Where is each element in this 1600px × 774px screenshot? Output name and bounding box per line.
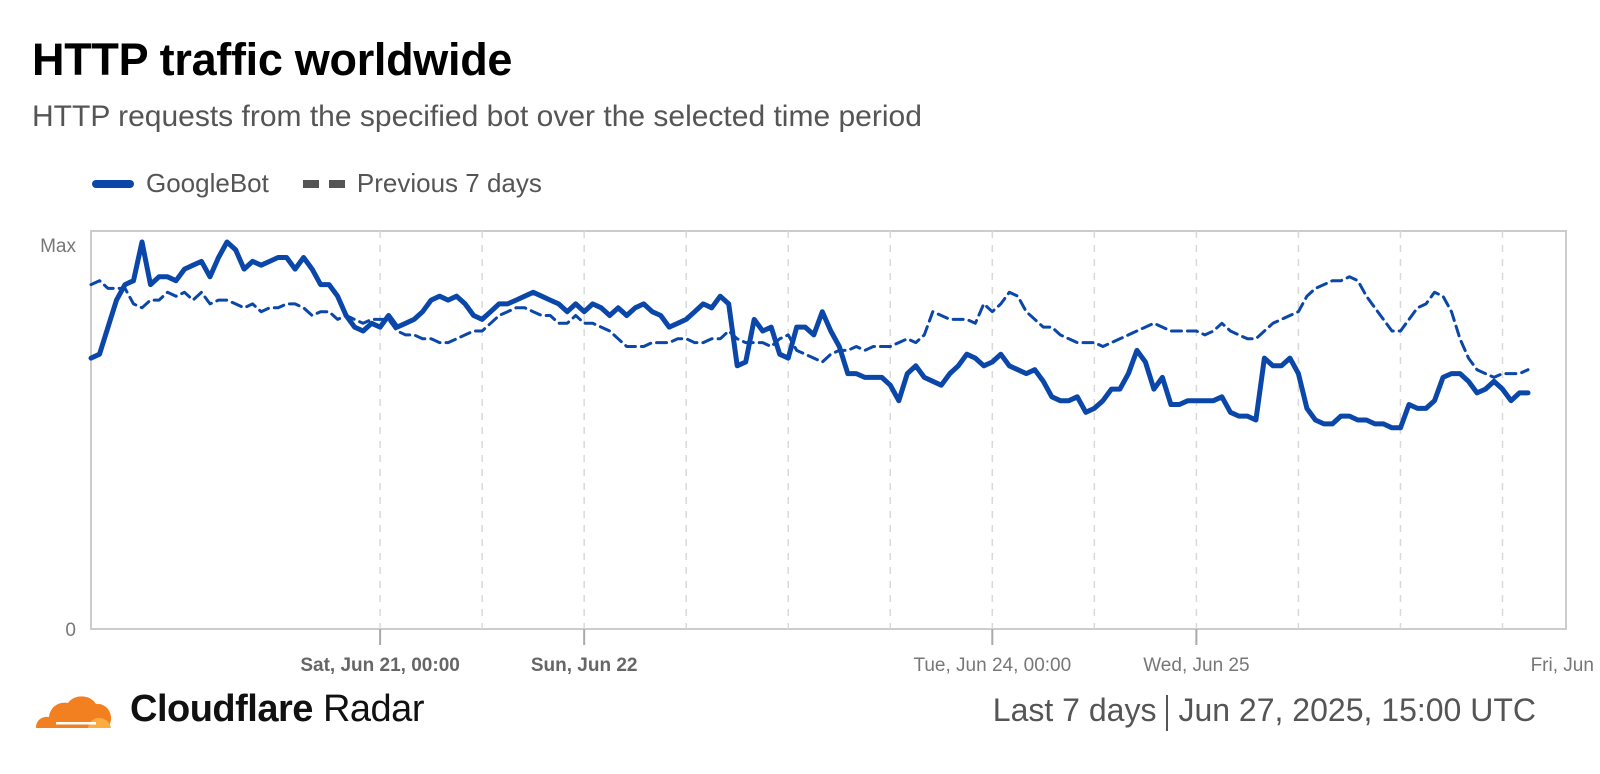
chart-subtitle: HTTP requests from the specified bot ove… [32,100,922,133]
y-tick-label-zero: 0 [65,620,76,641]
x-tick-label: Wed, Jun 25 [1143,655,1249,676]
brand-name: Cloudflare Radar [130,688,424,731]
legend: GoogleBot Previous 7 days [92,168,576,199]
plot-frame [90,230,1567,630]
separator [1166,694,1169,731]
grid-lines [379,231,1504,629]
y-tick-label-max: Max [40,236,76,257]
line-chart: Max 0 Sat, Jun 21, 00:00 Sun, Jun 22 Tue, … [40,230,1600,676]
cloudflare-cloud-icon [36,695,112,728]
x-tick-label: Fri, Jun 27, 00:00 [1531,655,1600,676]
x-tick-label: Sat, Jun 21, 00:00 [300,655,459,676]
brand[interactable]: Cloudflare Radar [32,688,424,731]
chart-title: HTTP traffic worldwide [32,34,513,85]
series-line-googlebot[interactable] [88,239,1531,431]
legend-label-current: GoogleBot [146,168,269,198]
brand-name-bold: Cloudflare [130,688,313,730]
legend-item-previous[interactable]: Previous 7 days [302,168,542,199]
timestamp: Jun 27, 2025, 15:00 UTC [1178,692,1536,728]
series-lines [88,239,1531,431]
brand-name-light: Radar [322,688,425,730]
legend-label-previous: Previous 7 days [356,168,542,198]
footer-meta: Last 7 days Jun 27, 2025, 15:00 UTC [993,692,1536,731]
legend-swatch-dashed [302,179,345,188]
x-tick-label: Sun, Jun 22 [531,655,638,676]
x-axis-ticks: Sat, Jun 21, 00:00 Sun, Jun 22 Tue, Jun 24… [300,629,1600,676]
x-tick-label: Tue, Jun 24, 00:00 [913,655,1071,676]
legend-item-current[interactable]: GoogleBot [92,168,269,199]
legend-swatch-solid [92,179,134,188]
series-line-previous[interactable] [89,275,1530,379]
period-label: Last 7 days [992,692,1157,728]
